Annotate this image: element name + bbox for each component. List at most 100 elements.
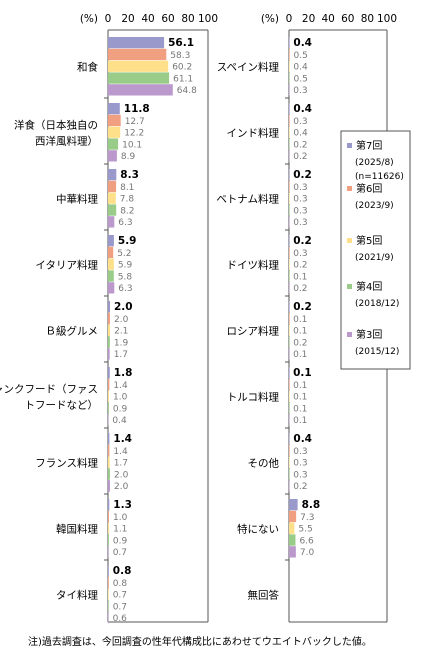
data-label: 1.4 <box>113 433 132 445</box>
data-label: 0.1 <box>293 393 307 403</box>
legend-series-name: 第3回 <box>356 328 382 341</box>
bar <box>108 204 117 216</box>
category-label: ドイツ料理 <box>227 259 280 272</box>
bar <box>108 534 109 546</box>
bar <box>108 103 120 115</box>
bar <box>289 433 290 445</box>
legend-series-name: 第4回 <box>356 280 382 293</box>
data-label: 0.3 <box>293 470 307 480</box>
x-tick-label: 80 <box>361 13 374 25</box>
bar <box>289 216 290 228</box>
x-tick-label: 60 <box>341 13 354 25</box>
category-label: インド料理 <box>227 127 280 140</box>
data-label: 58.3 <box>170 51 190 61</box>
data-label: 0.9 <box>113 536 128 546</box>
bar <box>289 84 290 96</box>
data-label: 0.9 <box>113 404 128 414</box>
bar <box>289 546 296 558</box>
data-label: 0.3 <box>293 206 307 216</box>
bar <box>108 301 110 313</box>
data-label: 1.8 <box>114 367 133 379</box>
data-label: 0.2 <box>293 152 307 162</box>
bar <box>108 37 165 49</box>
data-label: 5.5 <box>298 525 312 535</box>
category-label: 中華料理 <box>56 193 98 206</box>
data-label: 60.2 <box>172 63 192 73</box>
x-tick-label: 80 <box>181 13 194 25</box>
bar <box>289 336 290 348</box>
data-label: 0.2 <box>293 235 312 247</box>
bar <box>289 270 290 282</box>
data-label: 0.8 <box>113 565 132 577</box>
bar <box>108 546 109 558</box>
data-label: 56.1 <box>168 37 194 49</box>
bar <box>289 444 290 457</box>
bar <box>289 114 290 127</box>
data-label: 5.2 <box>117 249 131 259</box>
data-label: 7.3 <box>300 513 314 523</box>
data-label: 0.2 <box>293 284 307 294</box>
data-label: 0.4 <box>112 416 127 426</box>
x-tick-label: 0 <box>105 13 112 25</box>
category-label: 洋食（日本独自の <box>14 119 98 132</box>
bar <box>108 169 117 181</box>
category-label: ジャンクフード（ファス <box>0 384 98 396</box>
data-label: 0.1 <box>293 404 307 414</box>
bar <box>108 114 121 127</box>
data-label: 6.3 <box>118 218 132 228</box>
legend-series-period: (2025/8) <box>355 158 394 168</box>
bar <box>108 138 119 150</box>
bar <box>108 588 109 600</box>
bar <box>289 204 290 216</box>
x-tick-label: 100 <box>198 13 218 25</box>
bar <box>289 324 290 336</box>
bar <box>108 499 110 511</box>
bar <box>108 414 109 426</box>
data-label: 0.2 <box>293 301 312 313</box>
bar <box>289 103 290 115</box>
data-label: 0.2 <box>293 169 312 181</box>
x-tick-label: 0 <box>286 13 293 25</box>
data-label: 5.8 <box>118 272 133 282</box>
bar <box>289 480 290 492</box>
data-label: 11.8 <box>124 103 150 115</box>
data-label: 64.8 <box>177 86 197 96</box>
bar <box>108 456 110 468</box>
data-label: 8.3 <box>120 169 139 181</box>
data-label: 1.1 <box>113 525 127 535</box>
bar <box>289 499 298 511</box>
axis-unit-label: (%) <box>261 13 279 25</box>
bar <box>108 402 109 414</box>
data-label: 0.3 <box>293 218 307 228</box>
legend-series-name: 第6回 <box>356 182 382 195</box>
bar <box>108 282 115 294</box>
data-label: 0.3 <box>293 447 307 457</box>
bar <box>289 312 290 325</box>
bar <box>289 138 290 150</box>
bar <box>108 324 111 336</box>
bar <box>108 216 115 228</box>
legend-swatch <box>347 332 352 337</box>
category-label: その他 <box>248 457 280 470</box>
bar <box>108 433 110 445</box>
category-label: ロシア料理 <box>227 325 280 338</box>
bar <box>108 246 114 259</box>
legend-swatch <box>347 284 352 289</box>
category-label: トルコ料理 <box>227 391 280 404</box>
bar <box>289 402 290 414</box>
data-label: 0.1 <box>293 367 312 379</box>
bar <box>289 456 290 468</box>
bar <box>289 37 290 49</box>
category-label: ベトナム料理 <box>216 193 279 206</box>
category-label: イタリア料理 <box>35 259 98 272</box>
bar <box>108 510 109 523</box>
data-label: 5.9 <box>118 235 137 247</box>
category-label: 和食 <box>77 61 98 74</box>
data-label: 2.0 <box>114 470 129 480</box>
x-tick-label: 100 <box>377 13 397 25</box>
category-label: フランス料理 <box>35 457 98 470</box>
bar <box>289 534 296 546</box>
x-tick-label: 60 <box>161 13 174 25</box>
bar <box>108 150 117 162</box>
bar <box>108 480 110 492</box>
